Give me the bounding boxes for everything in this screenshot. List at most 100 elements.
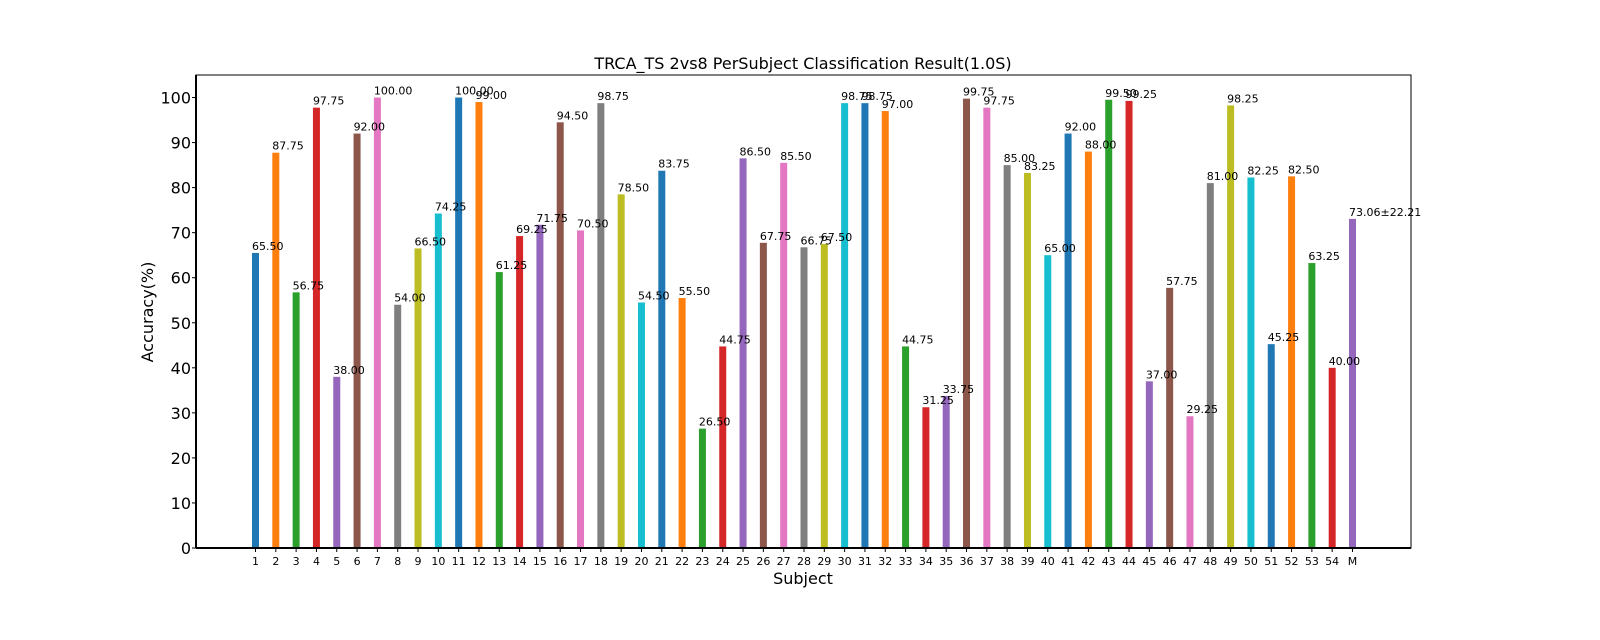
bar-53 bbox=[1308, 263, 1316, 548]
bar-18 bbox=[597, 103, 605, 549]
data-label-9: 66.50 bbox=[415, 235, 447, 248]
bar-27 bbox=[780, 162, 788, 548]
data-label-2: 87.75 bbox=[272, 140, 304, 153]
bar-12 bbox=[475, 102, 483, 548]
bar-49 bbox=[1227, 105, 1235, 548]
x-tick-label-11: 11 bbox=[452, 555, 466, 568]
data-label-54: 40.00 bbox=[1329, 355, 1361, 368]
data-label-3: 56.75 bbox=[293, 279, 325, 292]
data-label-53: 63.25 bbox=[1308, 250, 1340, 263]
data-label-38: 85.00 bbox=[1004, 152, 1036, 165]
x-tick-label-47: 47 bbox=[1183, 555, 1197, 568]
y-tick-label-70: 70 bbox=[171, 224, 191, 243]
x-tick-label-33: 33 bbox=[899, 555, 913, 568]
bar-13 bbox=[495, 272, 503, 548]
chart-title: TRCA_TS 2vs8 PerSubject Classification R… bbox=[593, 54, 1011, 74]
bar-9 bbox=[414, 248, 422, 548]
bar-50 bbox=[1247, 177, 1255, 549]
data-label-33: 44.75 bbox=[902, 333, 934, 346]
bar-10 bbox=[434, 213, 442, 548]
data-label-34: 31.25 bbox=[922, 394, 954, 407]
data-label-30: 98.75 bbox=[841, 90, 873, 103]
x-tick-label-10: 10 bbox=[431, 555, 445, 568]
bar-40 bbox=[1044, 255, 1052, 548]
x-tick-label-52: 52 bbox=[1285, 555, 1299, 568]
x-tick-label-38: 38 bbox=[1000, 555, 1014, 568]
y-tick-label-30: 30 bbox=[171, 404, 191, 423]
y-tick-label-0: 0 bbox=[181, 539, 191, 558]
data-label-51: 45.25 bbox=[1268, 331, 1300, 344]
bar-44 bbox=[1125, 100, 1133, 549]
data-label-26: 67.75 bbox=[760, 230, 792, 243]
data-label-7: 100.00 bbox=[374, 85, 413, 98]
bar-11 bbox=[455, 97, 463, 549]
data-label-43: 99.50 bbox=[1105, 87, 1137, 100]
x-tick-label-48: 48 bbox=[1203, 555, 1217, 568]
data-label-48: 81.00 bbox=[1207, 170, 1239, 183]
bar-41 bbox=[1064, 133, 1072, 548]
x-tick-label-35: 35 bbox=[939, 555, 953, 568]
x-tick-label-42: 42 bbox=[1081, 555, 1095, 568]
y-tick-label-50: 50 bbox=[171, 314, 191, 333]
data-label-20: 54.50 bbox=[638, 289, 670, 302]
x-tick-label-36: 36 bbox=[960, 555, 974, 568]
y-tick-label-90: 90 bbox=[171, 134, 191, 153]
bar-34 bbox=[922, 407, 930, 548]
x-axis-label: Subject bbox=[773, 569, 833, 588]
bar-51 bbox=[1267, 344, 1275, 548]
bar-25 bbox=[739, 158, 747, 548]
y-axis-label: Accuracy(%) bbox=[138, 262, 157, 363]
x-tick-label-37: 37 bbox=[980, 555, 994, 568]
data-label-46: 57.75 bbox=[1166, 275, 1198, 288]
bar-35 bbox=[942, 395, 950, 548]
bar-7 bbox=[373, 97, 381, 549]
data-label-31: 98.75 bbox=[861, 90, 893, 103]
x-tick-label-13: 13 bbox=[492, 555, 506, 568]
bar-22 bbox=[678, 297, 686, 548]
bar-38 bbox=[1003, 165, 1011, 548]
data-label-15: 71.75 bbox=[536, 212, 568, 225]
bars bbox=[252, 97, 1356, 549]
data-labels: 65.50 87.75 56.75 97.75 38.00 92.00 100.00 54.0… bbox=[252, 85, 1421, 429]
data-label-28: 66.75 bbox=[801, 234, 833, 247]
bar-M bbox=[1349, 218, 1356, 548]
bar-28 bbox=[800, 247, 808, 548]
bar-45 bbox=[1145, 381, 1153, 548]
x-tick-label-41: 41 bbox=[1061, 555, 1075, 568]
data-label-42: 88.00 bbox=[1085, 139, 1117, 152]
data-label-4: 97.75 bbox=[313, 95, 345, 108]
data-label-41: 92.00 bbox=[1065, 121, 1097, 134]
data-label-6: 92.00 bbox=[354, 121, 386, 134]
data-label-35: 33.75 bbox=[943, 383, 975, 396]
x-tick-label-25: 25 bbox=[736, 555, 750, 568]
data-label-52: 82.50 bbox=[1288, 163, 1320, 176]
x-tick-label-21: 21 bbox=[655, 555, 669, 568]
bar-29 bbox=[820, 243, 828, 548]
bar-23 bbox=[698, 428, 706, 548]
x-tick-label-30: 30 bbox=[838, 555, 852, 568]
x-tick-label-43: 43 bbox=[1102, 555, 1116, 568]
x-tick-label-12: 12 bbox=[472, 555, 486, 568]
y-tick-label-60: 60 bbox=[171, 269, 191, 288]
x-tick-label-3: 3 bbox=[293, 555, 300, 568]
data-label-1: 65.50 bbox=[252, 240, 284, 253]
x-tick-label-20: 20 bbox=[634, 555, 648, 568]
bar-47 bbox=[1186, 416, 1194, 548]
bar-24 bbox=[719, 346, 727, 548]
x-tick-label-M: M bbox=[1348, 555, 1358, 568]
bar-46 bbox=[1166, 287, 1174, 548]
x-tick-label-29: 29 bbox=[817, 555, 831, 568]
x-tick-label-39: 39 bbox=[1020, 555, 1034, 568]
bar-1 bbox=[252, 252, 259, 548]
x-tick-label-5: 5 bbox=[333, 555, 340, 568]
x-tick-label-34: 34 bbox=[919, 555, 933, 568]
x-tick-label-32: 32 bbox=[878, 555, 892, 568]
data-label-32: 97.00 bbox=[882, 98, 914, 111]
bar-43 bbox=[1105, 99, 1113, 548]
data-label-24: 44.75 bbox=[719, 333, 751, 346]
data-label-36: 99.75 bbox=[963, 86, 995, 99]
x-tick-label-53: 53 bbox=[1305, 555, 1319, 568]
x-tick-label-9: 9 bbox=[415, 555, 422, 568]
x-tick-label-49: 49 bbox=[1224, 555, 1238, 568]
data-label-49: 98.25 bbox=[1227, 92, 1259, 105]
